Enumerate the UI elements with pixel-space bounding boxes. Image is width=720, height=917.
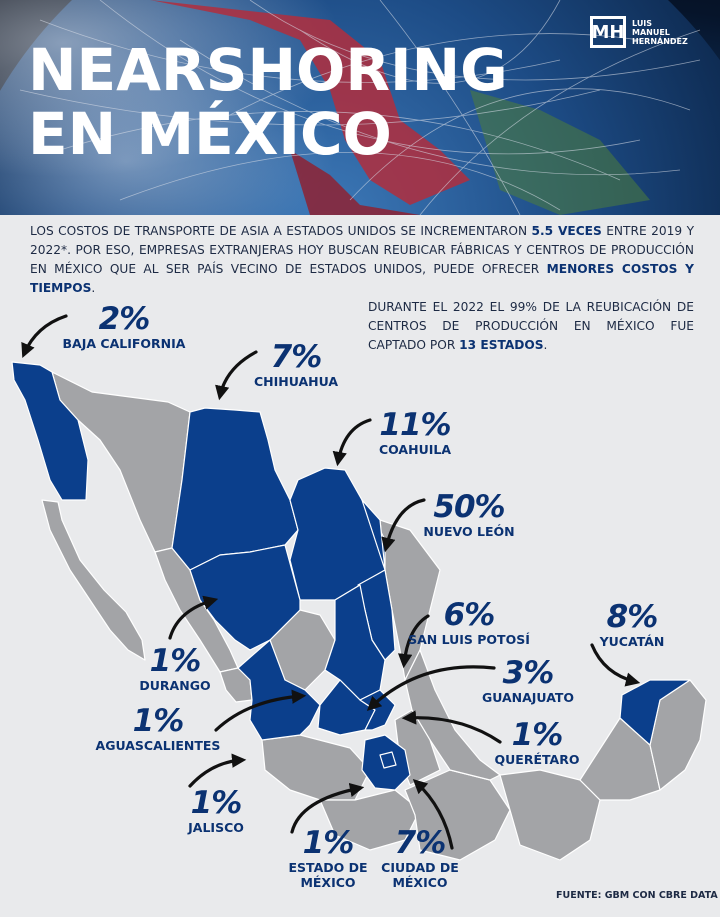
intro-text-2: ENTRE 2019 Y 2022*. POR ESO, EMPRESAS EX… — [30, 224, 695, 276]
intro-highlight-2: MENORES COSTOS Y TIEMPOS — [30, 262, 694, 295]
name-chihuahua: CHIHUAHUA — [253, 374, 339, 389]
arrow-aguascalientes — [214, 689, 307, 732]
arrow-jalisco — [188, 753, 247, 788]
pct-chihuahua: 7% — [270, 339, 323, 375]
pct-durango: 1% — [149, 643, 202, 679]
name-yucatan: YUCATÁN — [599, 634, 665, 649]
pct-yucatan: 8% — [606, 599, 659, 635]
name-jalisco: JALISCO — [188, 820, 244, 835]
arrow-chihuahua — [215, 350, 258, 401]
state-jalisco — [237, 639, 321, 741]
name-nuevo-leon: NUEVO LEÓN — [423, 524, 515, 539]
pct-estado-de-mexico: 1% — [302, 825, 355, 861]
pointer-arrows — [21, 314, 641, 850]
logo-line-2: MANUEL — [632, 27, 670, 37]
arrow-nuevo-leon — [381, 498, 426, 553]
author-logo: MH LUIS MANUEL HERNÁNDEZ — [590, 16, 692, 48]
state-baja-california — [11, 361, 89, 501]
arrow-durango — [168, 595, 219, 640]
name-aguascalientes: AGUASCALIENTES — [95, 738, 221, 753]
state-chiapas-tabasco — [499, 769, 601, 861]
pct-jalisco: 1% — [190, 785, 243, 821]
name-baja-california: BAJA CALIFORNIA — [62, 336, 186, 351]
arrow-queretaro — [401, 710, 502, 744]
pct-queretaro: 1% — [511, 717, 564, 753]
intro-paragraph: LOS COSTOS DE TRANSPORTE DE ASIA A ESTAD… — [30, 222, 694, 298]
arrow-san-luis-potosi — [397, 614, 430, 669]
side-note-highlight: 13 ESTADOS — [459, 338, 544, 352]
header-banner: NEARSHORING EN MÉXICO MH LUIS MANUEL HER… — [0, 0, 720, 215]
pct-coahuila: 11% — [379, 407, 451, 443]
logo-name: LUIS MANUEL HERNÁNDEZ — [632, 19, 692, 46]
intro-text-3: . — [91, 281, 96, 295]
label-coahuila: 11% COAHUILA — [360, 408, 470, 457]
page-title: NEARSHORING EN MÉXICO — [28, 38, 508, 166]
pct-ciudad-de-mexico: 7% — [394, 825, 447, 861]
title-line-1: NEARSHORING — [28, 36, 508, 104]
arrow-guanajuato — [366, 665, 496, 711]
state-baja-california-sur — [41, 499, 146, 661]
state-yucatan — [619, 679, 691, 746]
name-guanajuato: GUANAJUATO — [481, 690, 575, 705]
name-durango: DURANGO — [139, 678, 211, 693]
source-footer: FUENTE: GBM CON CBRE DATA — [556, 890, 718, 901]
logo-line-3: HERNÁNDEZ — [632, 36, 688, 46]
pct-nuevo-leon: 50% — [433, 489, 505, 525]
pct-san-luis-potosi: 6% — [443, 597, 496, 633]
label-ciudad-de-mexico: 7% CIUDAD DE MÉXICO — [372, 826, 468, 890]
arrow-estado-de-mexico — [290, 782, 365, 834]
label-guanajuato: 3% GUANAJUATO — [472, 656, 584, 705]
name-coahuila: COAHUILA — [378, 442, 452, 457]
name-san-luis-potosi: SAN LUIS POTOSÍ — [408, 632, 530, 647]
arrow-baja-california — [21, 314, 68, 358]
label-estado-de-mexico: 1% ESTADO DE MÉXICO — [280, 826, 376, 890]
name-queretaro: QUERÉTARO — [494, 752, 580, 767]
pct-guanajuato: 3% — [502, 655, 555, 691]
state-ciudad-de-mexico — [379, 751, 397, 769]
arrow-ciudad-de-mexico — [412, 779, 454, 850]
name-estado-de-mexico-line-2: MÉXICO — [300, 875, 356, 890]
name-estado-de-mexico-line-1: ESTADO DE — [288, 860, 368, 875]
intro-text-1: LOS COSTOS DE TRANSPORTE DE ASIA A ESTAD… — [30, 224, 532, 238]
arrow-yucatan — [590, 643, 641, 687]
logo-mark: MH — [590, 16, 626, 48]
arrow-coahuila — [332, 418, 372, 467]
intro-highlight-1: 5.5 VECES — [531, 224, 602, 238]
title-line-2: EN MÉXICO — [28, 100, 392, 168]
label-durango: 1% DURANGO — [130, 644, 220, 693]
side-note-text-1: DURANTE EL 2022 EL 99% DE LA REUBICACIÓN… — [368, 300, 694, 352]
label-queretaro: 1% QUERÉTARO — [484, 718, 590, 767]
label-baja-california: 2% BAJA CALIFORNIA — [44, 302, 204, 351]
label-jalisco: 1% JALISCO — [168, 786, 264, 835]
name-ciudad-de-mexico-line-1: CIUDAD DE — [381, 860, 459, 875]
label-san-luis-potosi: 6% SAN LUIS POTOSÍ — [406, 598, 532, 647]
globe-routes — [19, 0, 701, 215]
state-guerrero — [319, 789, 421, 851]
logo-line-1: LUIS — [632, 18, 653, 28]
side-note-text-2: . — [543, 338, 548, 352]
label-chihuahua: 7% CHIHUAHUA — [236, 340, 356, 389]
label-yucatan: 8% YUCATÁN — [582, 600, 682, 649]
state-quintana-roo — [649, 679, 707, 791]
pct-baja-california: 2% — [98, 301, 151, 337]
state-durango — [189, 544, 301, 651]
name-ciudad-de-mexico-line-2: MÉXICO — [392, 875, 448, 890]
label-aguascalientes: 1% AGUASCALIENTES — [88, 704, 228, 753]
label-nuevo-leon: 50% NUEVO LEÓN — [412, 490, 526, 539]
pct-aguascalientes: 1% — [132, 703, 185, 739]
side-note: DURANTE EL 2022 EL 99% DE LA REUBICACIÓN… — [368, 298, 694, 355]
